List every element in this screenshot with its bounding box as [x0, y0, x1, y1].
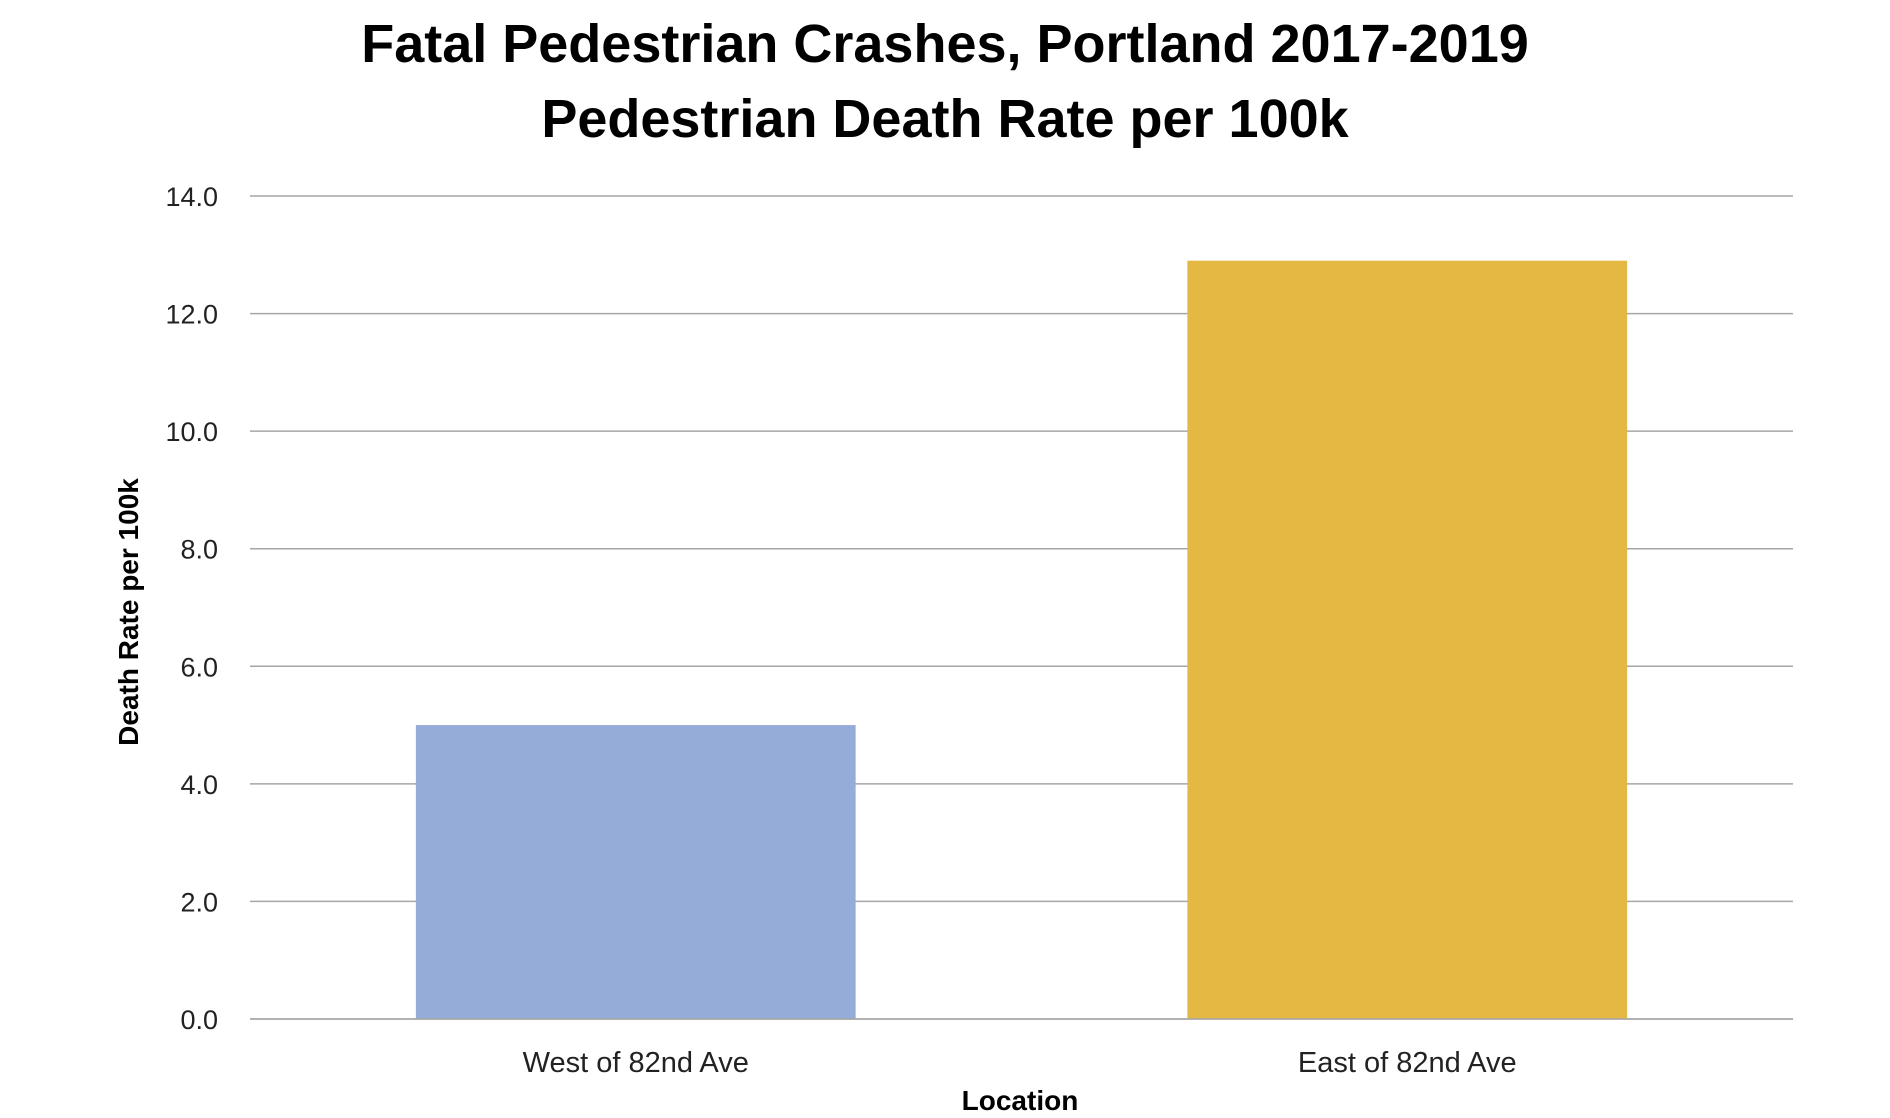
y-tick-label: 0.0	[180, 1005, 218, 1035]
y-tick-label: 10.0	[165, 417, 218, 447]
chart-subtitle: Pedestrian Death Rate per 100k	[541, 89, 1349, 149]
x-tick-label: East of 82nd Ave	[1298, 1047, 1517, 1079]
y-tick-label: 2.0	[180, 887, 218, 917]
x-axis-ticks: West of 82nd Ave East of 82nd Ave	[523, 1047, 1517, 1079]
y-tick-label: 12.0	[165, 300, 218, 330]
y-axis-ticks: 0.0 2.0 4.0 6.0 8.0 10.0 12.0 14.0	[165, 182, 218, 1035]
y-tick-label: 14.0	[165, 182, 218, 212]
y-tick-label: 8.0	[180, 535, 218, 565]
bars	[250, 260, 1793, 1020]
chart-title: Fatal Pedestrian Crashes, Portland 2017-…	[361, 14, 1529, 74]
y-axis-label: Death Rate per 100k	[113, 478, 144, 746]
y-tick-label: 6.0	[180, 652, 218, 682]
x-tick-label: West of 82nd Ave	[523, 1047, 749, 1079]
y-tick-label: 4.0	[180, 770, 218, 800]
bar-1	[1187, 260, 1628, 1019]
bar-0	[415, 725, 856, 1019]
x-axis-label: Location	[962, 1085, 1079, 1116]
